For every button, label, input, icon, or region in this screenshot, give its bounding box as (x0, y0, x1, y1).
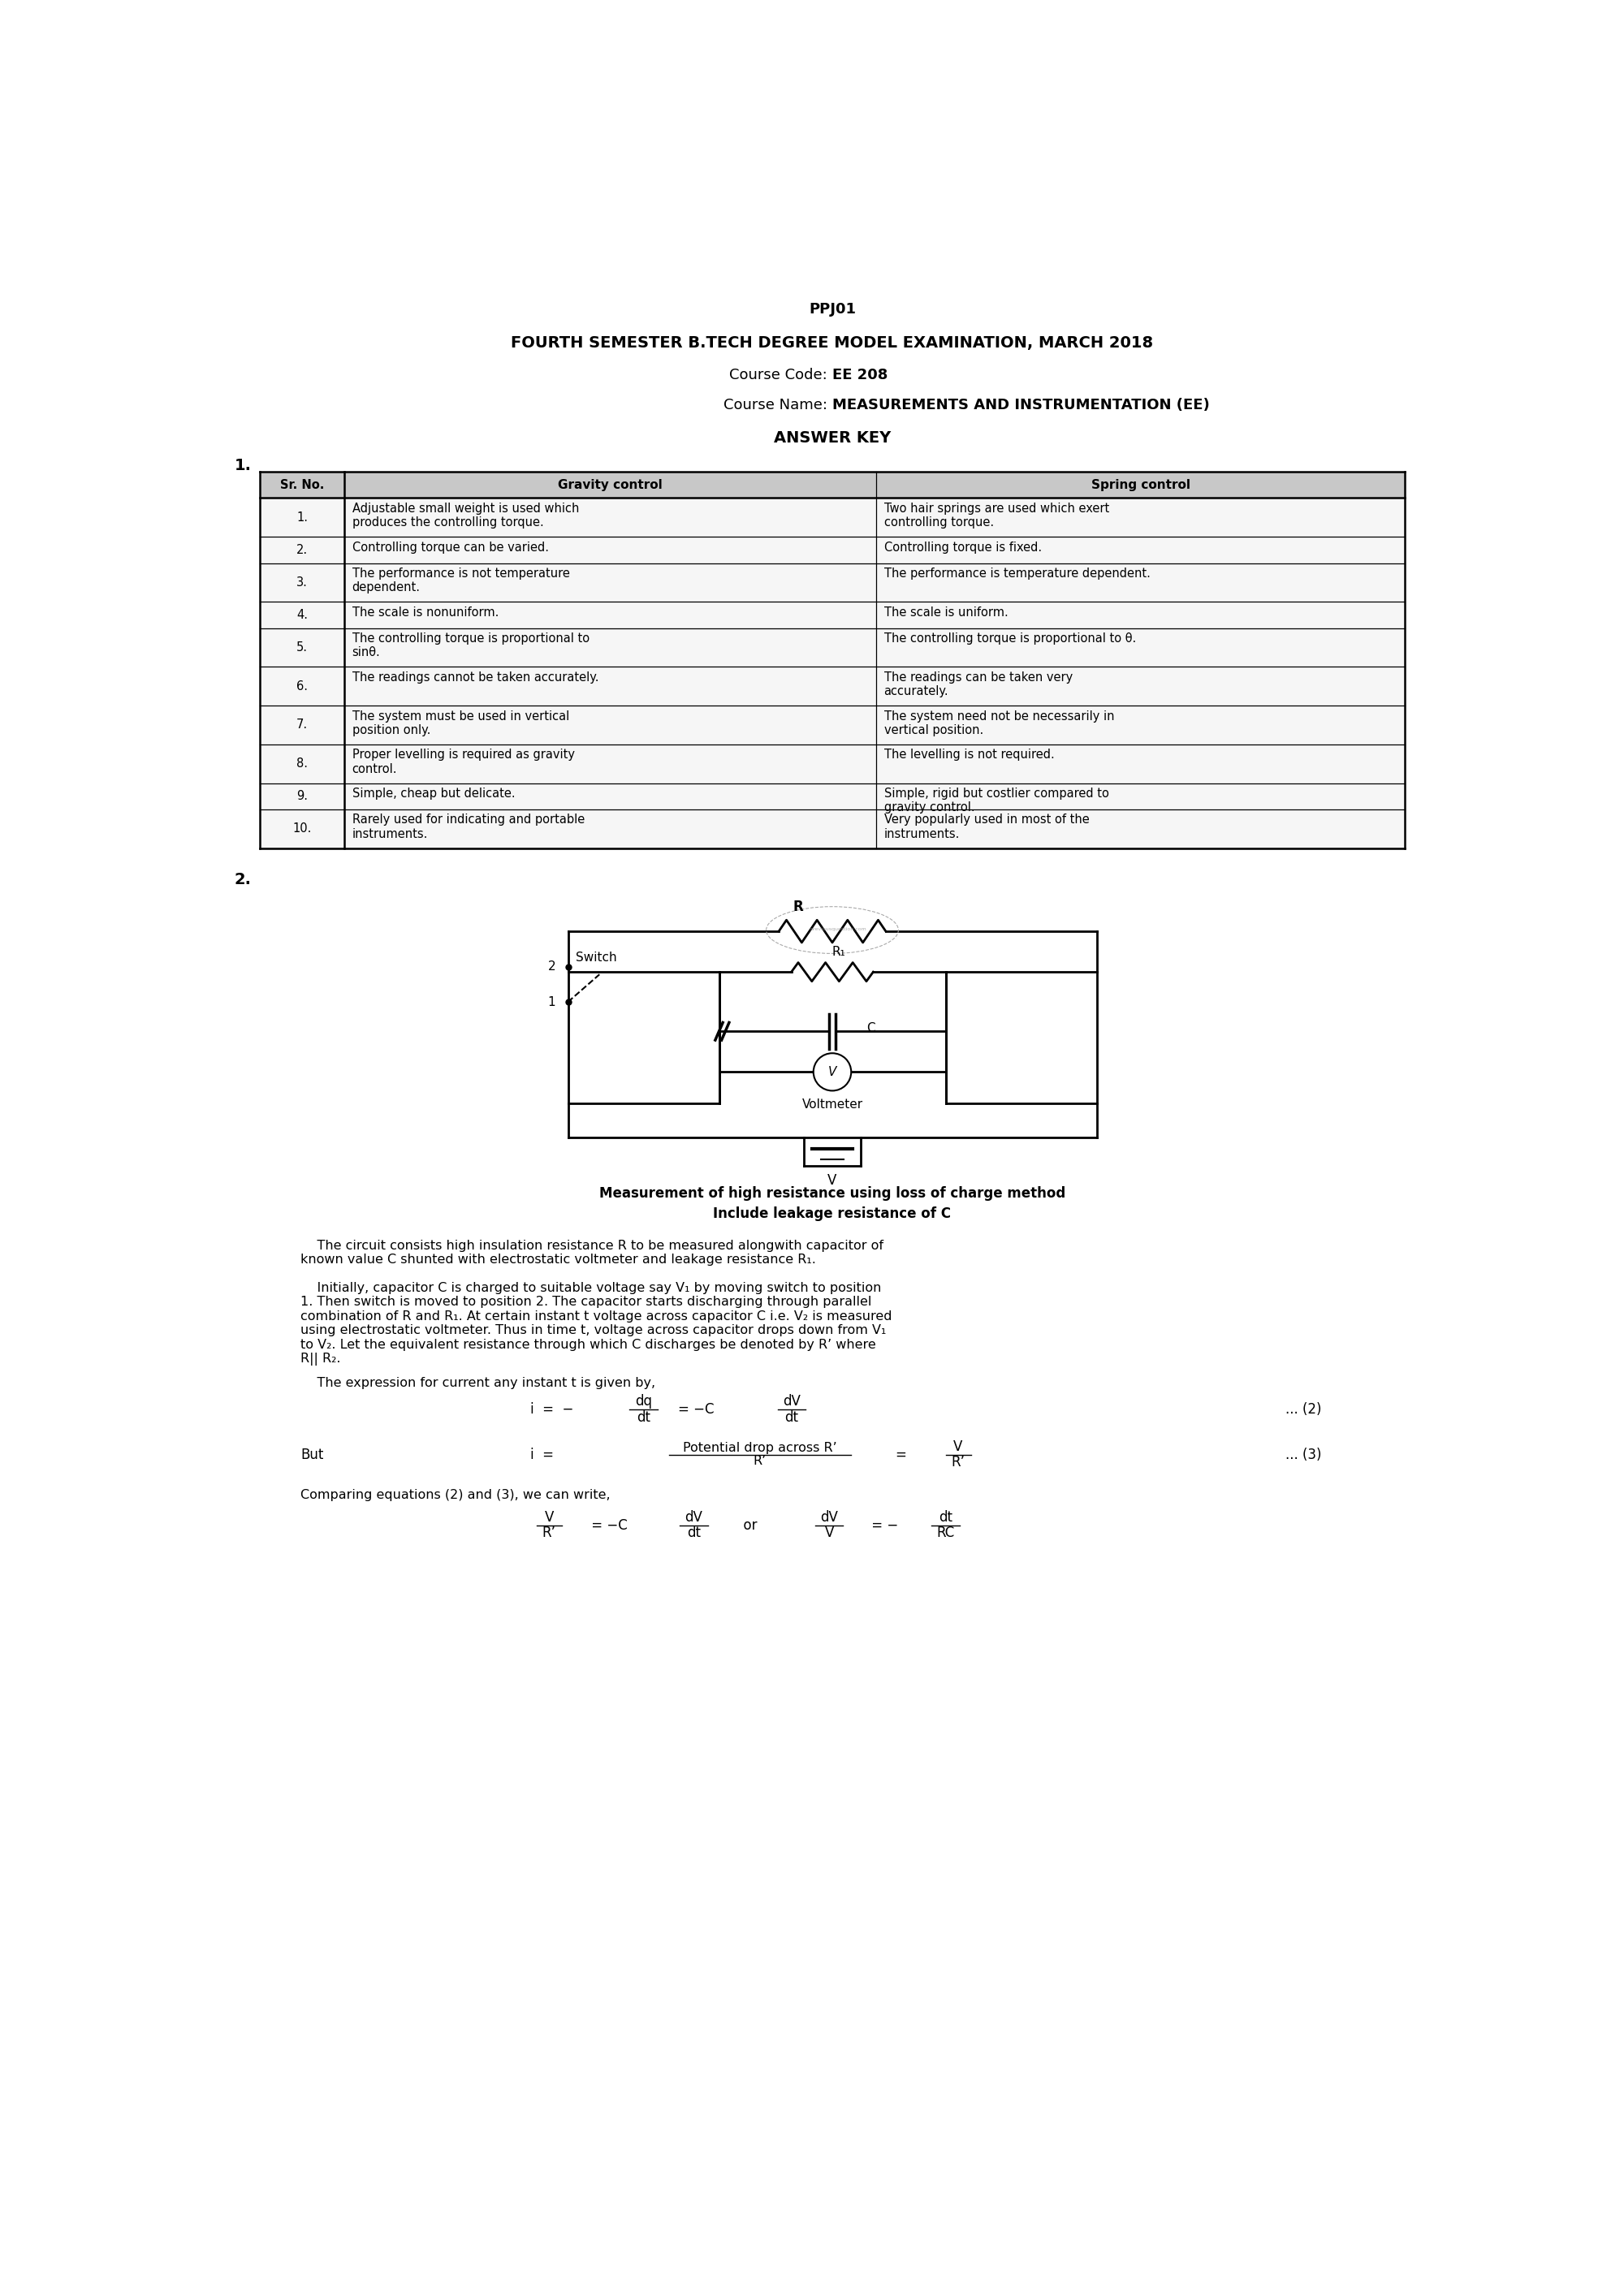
Bar (260, 744, 1405, 783)
Text: The expression for current any instant t is given by,: The expression for current any instant t… (300, 1378, 656, 1389)
Text: dt: dt (637, 1410, 650, 1426)
Text: 4.: 4. (297, 608, 309, 620)
Text: dV: dV (820, 1511, 838, 1525)
Text: = −: = − (867, 1518, 898, 1531)
Text: Course Name:: Course Name: (724, 397, 831, 411)
Text: i  =  −: i = − (529, 1403, 573, 1417)
Text: The system must be used in vertical
position only.: The system must be used in vertical posi… (352, 709, 568, 737)
Text: Course Code:: Course Code: (729, 367, 831, 381)
Text: Spring control: Spring control (1091, 480, 1190, 491)
Text: But: But (300, 1446, 323, 1463)
Text: V: V (828, 1065, 836, 1079)
Text: V: V (544, 1511, 554, 1525)
Text: 9.: 9. (297, 790, 309, 801)
Text: Comparing equations (2) and (3), we can write,: Comparing equations (2) and (3), we can … (300, 1488, 611, 1502)
Text: Very popularly used in most of the
instruments.: Very popularly used in most of the instr… (883, 813, 1090, 840)
Text: Proper levelling is required as gravity
control.: Proper levelling is required as gravity … (352, 748, 575, 776)
Circle shape (814, 1054, 851, 1091)
Text: The controlling torque is proportional to
sinθ.: The controlling torque is proportional t… (352, 631, 590, 659)
Text: C: C (867, 1022, 875, 1033)
Text: PPJ01: PPJ01 (809, 303, 856, 317)
Text: The levelling is not required.: The levelling is not required. (883, 748, 1054, 760)
Text: The performance is temperature dependent.: The performance is temperature dependent… (883, 567, 1150, 579)
Text: R’: R’ (754, 1456, 767, 1467)
Bar (260, 537, 1405, 563)
Text: The readings cannot be taken accurately.: The readings cannot be taken accurately. (352, 670, 599, 684)
Text: dV: dV (685, 1511, 703, 1525)
Text: 2.: 2. (296, 544, 309, 556)
Text: Controlling torque can be varied.: Controlling torque can be varied. (352, 542, 549, 553)
Bar (260, 563, 1405, 602)
Text: 1: 1 (547, 996, 555, 1008)
Text: The scale is nonuniform.: The scale is nonuniform. (352, 606, 499, 618)
Text: 10.: 10. (292, 822, 312, 836)
Bar (260, 498, 1405, 537)
Text: Adjustable small weight is used which
produces the controlling torque.: Adjustable small weight is used which pr… (352, 503, 580, 528)
Text: R’: R’ (952, 1456, 965, 1469)
Text: = −C: = −C (679, 1403, 715, 1417)
Text: RC: RC (937, 1527, 955, 1541)
Text: Simple, rigid but costlier compared to
gravity control.: Simple, rigid but costlier compared to g… (883, 788, 1109, 813)
Text: 1.: 1. (297, 512, 309, 523)
Bar (260, 602, 1405, 629)
Text: The readings can be taken very
accurately.: The readings can be taken very accuratel… (883, 670, 1072, 698)
Text: The controlling torque is proportional to θ.: The controlling torque is proportional t… (883, 631, 1135, 645)
Text: ... (2): ... (2) (1286, 1403, 1322, 1417)
Text: V: V (825, 1527, 833, 1541)
Text: The system need not be necessarily in
vertical position.: The system need not be necessarily in ve… (883, 709, 1114, 737)
Text: i  =: i = (529, 1446, 562, 1463)
Text: The circuit consists high insulation resistance R to be measured alongwith capac: The circuit consists high insulation res… (300, 1240, 883, 1265)
Text: 7.: 7. (296, 719, 309, 730)
Text: The performance is not temperature
dependent.: The performance is not temperature depen… (352, 567, 570, 595)
Text: 5.: 5. (297, 641, 309, 654)
Bar (260, 666, 1405, 705)
Text: V: V (828, 1173, 836, 1187)
Text: previousquestion.com: previousquestion.com (810, 928, 867, 930)
Text: 6.: 6. (297, 680, 309, 693)
Text: V: V (953, 1440, 963, 1453)
Bar (260, 471, 1405, 498)
Text: Initially, capacitor C is charged to suitable voltage say V₁ by moving switch to: Initially, capacitor C is charged to sui… (300, 1281, 892, 1366)
Text: R’: R’ (542, 1527, 555, 1541)
Text: R: R (793, 900, 802, 914)
Text: dV: dV (783, 1394, 801, 1410)
Text: 2.: 2. (234, 872, 252, 886)
Text: or: or (734, 1518, 765, 1531)
Bar (260, 629, 1405, 666)
Text: ... (3): ... (3) (1286, 1446, 1322, 1463)
Text: Gravity control: Gravity control (559, 480, 663, 491)
Text: Include leakage resistance of C: Include leakage resistance of C (713, 1205, 952, 1221)
Text: =: = (895, 1446, 906, 1463)
Text: 1.: 1. (234, 459, 252, 473)
Text: dt: dt (939, 1511, 952, 1525)
Bar (260, 705, 1405, 744)
Text: Simple, cheap but delicate.: Simple, cheap but delicate. (352, 788, 515, 799)
Text: Two hair springs are used which exert
controlling torque.: Two hair springs are used which exert co… (883, 503, 1109, 528)
Text: R₁: R₁ (831, 946, 846, 957)
Text: Controlling torque is fixed.: Controlling torque is fixed. (883, 542, 1041, 553)
Text: Voltmeter: Voltmeter (802, 1097, 862, 1111)
Text: FOURTH SEMESTER B.TECH DEGREE MODEL EXAMINATION, MARCH 2018: FOURTH SEMESTER B.TECH DEGREE MODEL EXAM… (512, 335, 1153, 351)
Text: Switch: Switch (575, 951, 617, 964)
Bar (260, 783, 1405, 810)
Text: Rarely used for indicating and portable
instruments.: Rarely used for indicating and portable … (352, 813, 585, 840)
Text: dq: dq (635, 1394, 653, 1410)
Text: ANSWER KEY: ANSWER KEY (773, 429, 892, 445)
Text: MEASUREMENTS AND INSTRUMENTATION (EE): MEASUREMENTS AND INSTRUMENTATION (EE) (831, 397, 1210, 411)
Bar (260, 810, 1405, 847)
Text: dt: dt (687, 1527, 702, 1541)
Text: = −C: = −C (586, 1518, 627, 1531)
Text: The scale is uniform.: The scale is uniform. (883, 606, 1009, 618)
Text: dt: dt (784, 1410, 799, 1426)
Text: Sr. No.: Sr. No. (279, 480, 325, 491)
Text: 8.: 8. (297, 758, 309, 769)
Text: EE 208: EE 208 (831, 367, 888, 381)
Text: Measurement of high resistance using loss of charge method: Measurement of high resistance using los… (599, 1187, 1065, 1201)
Text: 2: 2 (547, 960, 555, 974)
Text: 3.: 3. (297, 576, 309, 588)
Text: Potential drop across R’: Potential drop across R’ (684, 1442, 836, 1453)
